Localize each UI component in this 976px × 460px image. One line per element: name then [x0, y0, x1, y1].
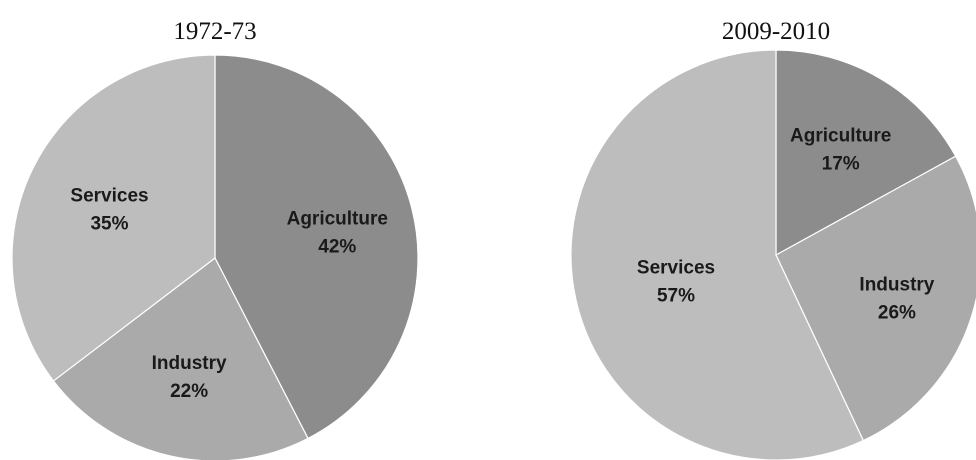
slice-label-services: Services [70, 186, 148, 207]
pie-chart-2009-2010: 2009-2010 Agriculture 17% Industry 26% Servi… [570, 18, 976, 460]
pie-slice-services [570, 49, 865, 460]
slice-label-industry: Industry [152, 353, 227, 374]
slice-value-industry: 22% [170, 381, 208, 402]
slice-label-agriculture: Agriculture [790, 126, 891, 147]
pie-slice-agriculture [775, 49, 957, 257]
slice-label-industry: Industry [859, 274, 934, 295]
slice-label-agriculture: Agriculture [287, 208, 388, 229]
slice-value-services: 57% [657, 285, 695, 306]
pie-slices [11, 54, 419, 460]
slice-value-agriculture: 17% [822, 154, 860, 175]
slice-value-services: 35% [90, 214, 128, 235]
pie-slice-industry [775, 155, 976, 442]
pie-slice-services [11, 54, 216, 382]
pie-labels: Agriculture 17% Industry 26% Services 57% [637, 126, 935, 324]
slice-value-industry: 26% [878, 302, 916, 323]
slice-label-services: Services [637, 257, 715, 278]
chart-title: 1972-73 [173, 18, 256, 45]
pie-chart-1972-73: 1972-73 Agriculture 42% Industry 22% Service… [11, 18, 419, 460]
pie-slices [570, 49, 976, 460]
pie-slice-industry [52, 257, 309, 460]
pie-labels: Agriculture 42% Industry 22% Services 35% [70, 186, 388, 402]
chart-title: 2009-2010 [722, 18, 830, 45]
slice-value-agriculture: 42% [318, 236, 356, 257]
pie-slice-agriculture [214, 54, 419, 440]
